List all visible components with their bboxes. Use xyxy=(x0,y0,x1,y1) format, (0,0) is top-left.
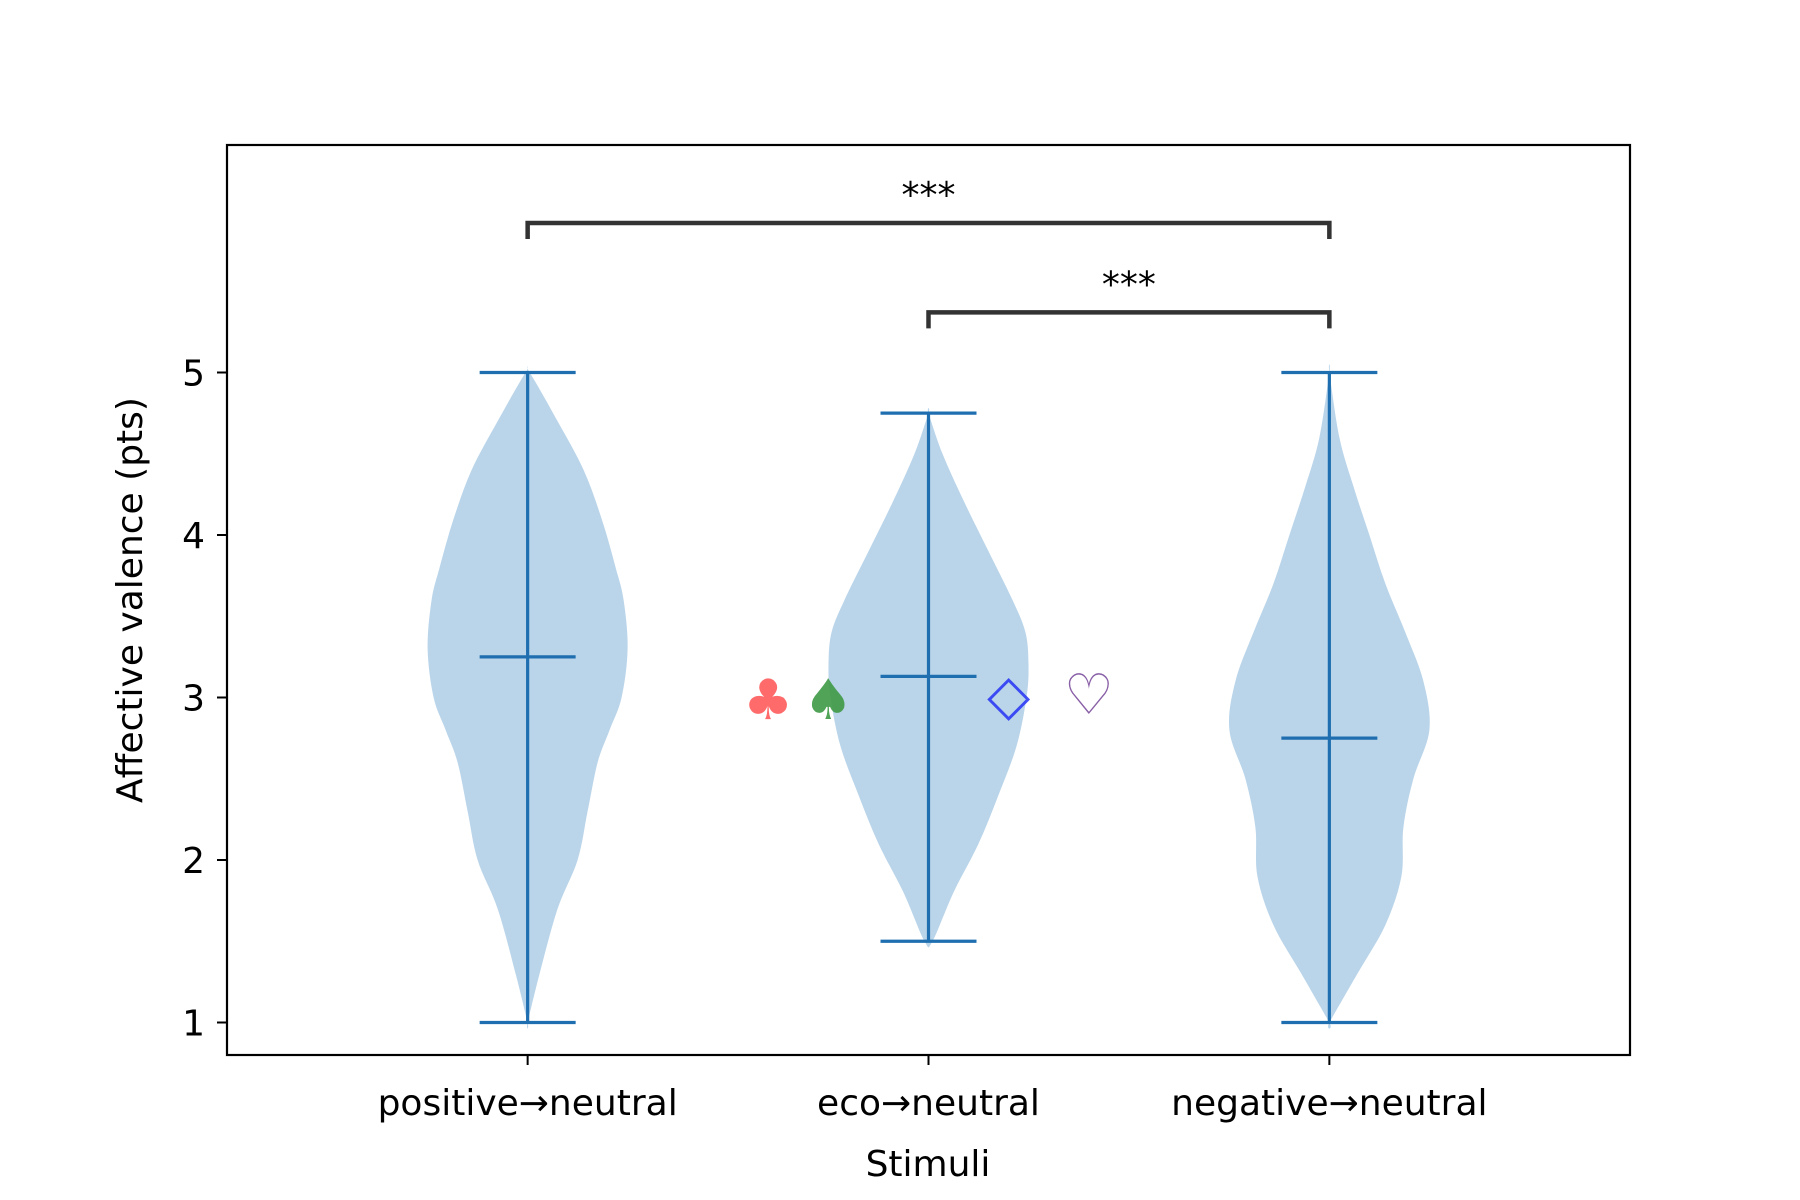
significance-label: *** xyxy=(902,175,956,216)
x-tick-label: negative→neutral xyxy=(1171,1083,1487,1124)
x-axis-label: Stimuli xyxy=(866,1144,991,1185)
suit-marker: ♡ xyxy=(1064,663,1114,728)
x-tick-label: eco→neutral xyxy=(817,1083,1040,1124)
x-axis: positive→neutral eco→neutral negative→neut… xyxy=(378,1055,1488,1124)
significance-bracket xyxy=(926,310,1332,329)
violins-group xyxy=(427,364,1430,1029)
x-tick-label: positive→neutral xyxy=(378,1083,678,1124)
y-tick-label: 2 xyxy=(182,841,205,882)
significance-bracket xyxy=(525,220,1332,239)
y-tick-label: 3 xyxy=(182,679,205,720)
suit-marker: ♣ xyxy=(743,668,793,733)
y-tick-label: 1 xyxy=(182,1004,205,1045)
y-tick-label: 5 xyxy=(182,354,205,395)
suit-marker: ◇ xyxy=(987,663,1030,728)
y-axis: 1 2 3 4 5 xyxy=(182,354,227,1045)
significance-label: *** xyxy=(1102,264,1156,305)
markers-group: ♣ ♠ ◇ ♡ xyxy=(743,663,1114,733)
y-axis-label: Affective valence (pts) xyxy=(110,397,151,803)
suit-marker: ♠ xyxy=(803,668,853,733)
significance-group: *** *** xyxy=(525,175,1332,329)
y-tick-label: 4 xyxy=(182,516,205,557)
